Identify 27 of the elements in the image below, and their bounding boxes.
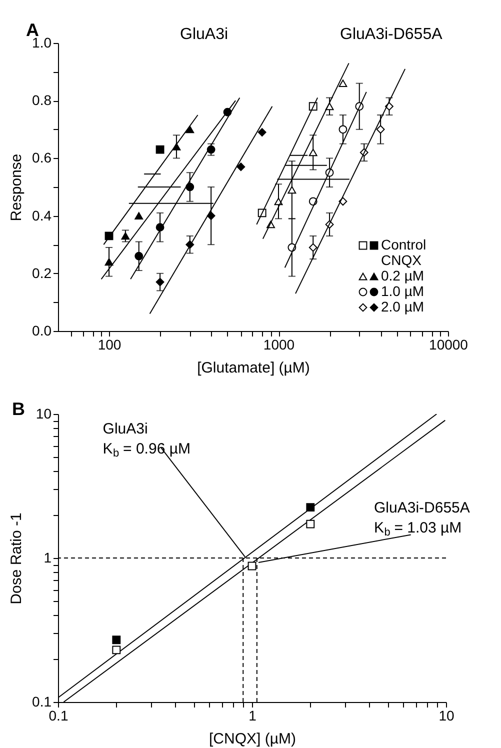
- y-axis-title: Response: [8, 154, 26, 222]
- x-axis-title: [CNQX] (µM): [209, 730, 296, 748]
- y-tick-label: 1: [44, 550, 52, 566]
- text: B: [12, 399, 25, 419]
- y-tick-label: 0.1: [32, 694, 52, 710]
- x-tick-label: 1000: [263, 336, 295, 352]
- legend-label: 2.0 µM: [381, 298, 424, 314]
- legend-title: CNQX: [381, 252, 422, 268]
- x-tick-label: 1: [248, 708, 257, 724]
- x-axis-title: [Glutamate] (µM): [197, 360, 310, 376]
- y-tick-label: 10: [36, 406, 52, 422]
- text: GluA3i: [180, 26, 228, 43]
- legend-label: 1.0 µM: [381, 283, 424, 299]
- x-tick-label: 10000: [429, 336, 468, 352]
- x-tick-label: 0.1: [48, 708, 68, 724]
- y-tick-label: 0.4: [32, 207, 52, 224]
- text: GluA3i-D655A: [340, 26, 443, 43]
- legend-label: Control: [381, 236, 426, 252]
- y-tick-label: 0.6: [32, 150, 52, 166]
- y-tick-label: 0.0: [32, 322, 52, 338]
- y-tick-label: 1.0: [32, 34, 52, 50]
- x-tick-label: 10: [438, 708, 454, 724]
- y-tick-label: 0.2: [32, 264, 52, 281]
- legend-label: 0.2 µM: [381, 268, 424, 284]
- y-tick-label: 0.8: [32, 92, 52, 108]
- y-axis-title: Dose Ratio -1: [8, 512, 26, 604]
- x-tick-label: 100: [98, 336, 122, 352]
